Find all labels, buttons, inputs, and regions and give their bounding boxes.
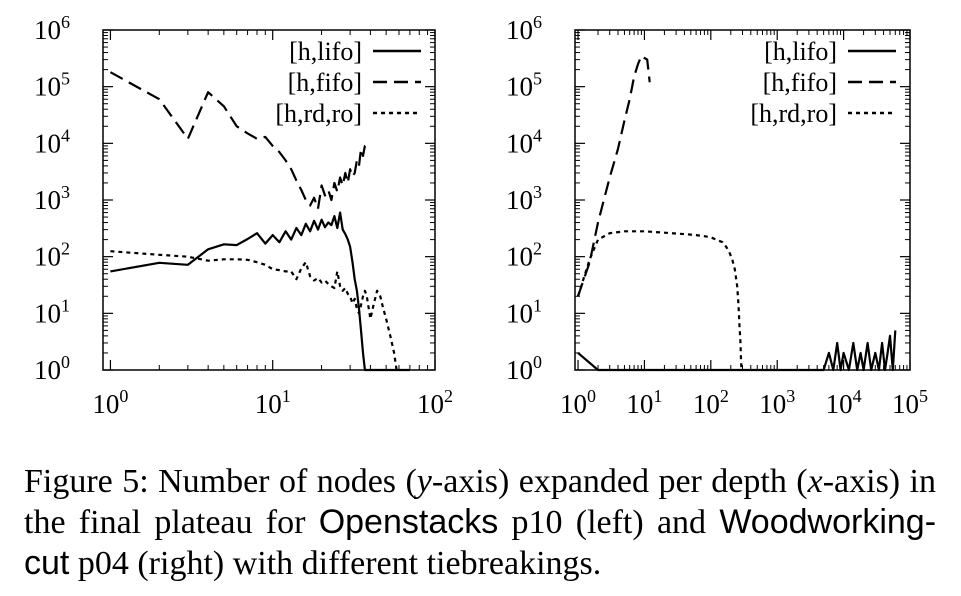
series-line	[110, 250, 399, 372]
series-line	[110, 211, 410, 372]
caption-part-5: p04 (right) with different tiebreakings.	[69, 545, 602, 582]
caption-part-1: Figure 5: Number of nodes (	[24, 463, 417, 500]
caption-part-4: p10 (left) and	[498, 504, 720, 541]
y-tick-label: 102	[34, 239, 70, 272]
caption-x-var: x	[807, 463, 823, 500]
x-tick-label: 101	[626, 386, 662, 419]
x-tick-label: 102	[417, 386, 453, 419]
legend-label: [h,lifo]	[289, 37, 362, 66]
caption-domain-woodworking: Woodworking-cut	[24, 503, 937, 582]
y-tick-label: 100	[506, 352, 542, 385]
y-tick-label: 101	[506, 295, 542, 328]
y-tick-label: 105	[34, 69, 70, 102]
y-tick-label: 103	[34, 182, 70, 215]
x-tick-label: 102	[693, 386, 729, 419]
y-tick-label: 106	[506, 12, 542, 45]
series-line	[576, 54, 651, 297]
y-tick-label: 105	[506, 69, 542, 102]
y-tick-label: 103	[506, 182, 542, 215]
x-tick-label: 103	[759, 386, 795, 419]
caption-domain-openstacks: Openstacks	[318, 503, 499, 541]
x-tick-label: 104	[826, 386, 862, 419]
x-tick-label: 100	[560, 386, 596, 419]
figure-caption: Figure 5: Number of nodes (y-axis) expan…	[24, 462, 936, 584]
caption-part-2: -axis) expanded per depth (	[431, 463, 808, 500]
y-tick-label: 101	[34, 295, 70, 328]
y-tick-label: 102	[506, 239, 542, 272]
legend-label: [h,lifo]	[764, 37, 837, 66]
chart-panel-2: 100 101 102 103 104 105 106 100 101 102 103 104 105 […	[506, 12, 928, 419]
series-line	[109, 71, 368, 210]
legend-label: [h,rd,ro]	[275, 99, 362, 128]
legend-label: [h,fifo]	[763, 68, 837, 97]
caption-y-var: y	[416, 463, 432, 500]
caption-part-3: -axis) in the final plateau for	[24, 463, 936, 541]
x-tick-label: 100	[92, 386, 128, 419]
y-tick-label: 100	[34, 352, 70, 385]
x-tick-label: 105	[892, 386, 928, 419]
series-line	[577, 330, 897, 372]
y-tick-label: 104	[506, 125, 542, 158]
y-tick-label: 104	[34, 125, 70, 158]
x-tick-label: 101	[255, 386, 291, 419]
y-tick-label: 106	[34, 12, 70, 45]
series-line	[576, 230, 743, 371]
legend-label: [h,rd,ro]	[750, 99, 837, 128]
legend-label: [h,fifo]	[288, 68, 362, 97]
